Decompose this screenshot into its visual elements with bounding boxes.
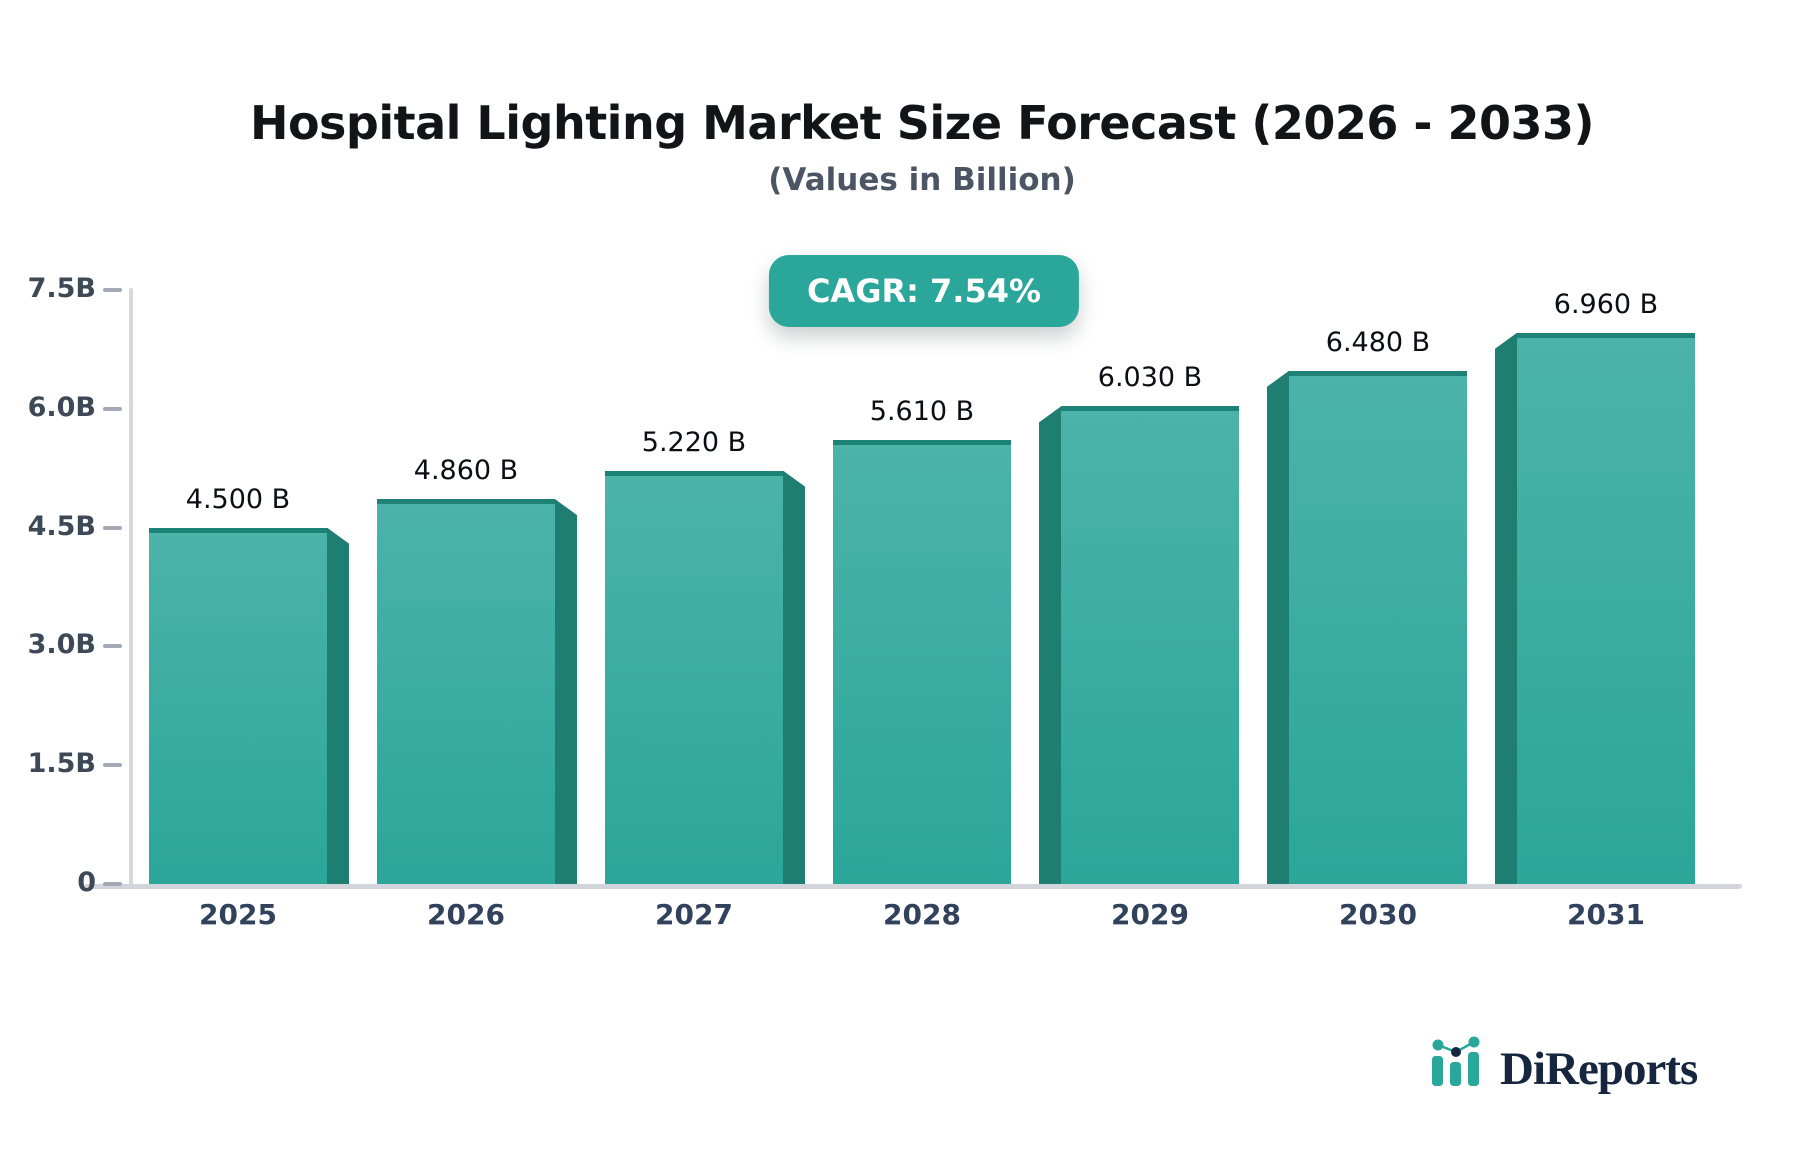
y-axis-tick-label: 3.0B <box>27 629 96 661</box>
bar-value-label: 6.960 B <box>1553 288 1659 320</box>
bar-top-edge <box>149 527 327 533</box>
x-axis-baseline <box>84 884 1742 889</box>
bar-3d-side <box>327 527 349 884</box>
x-axis-label-2031: 2031 <box>1567 898 1645 931</box>
x-axis-label-2028: 2028 <box>883 898 961 931</box>
y-axis-tick <box>103 763 122 768</box>
x-axis-label-2030: 2030 <box>1339 898 1417 931</box>
y-axis-tick-label: 4.5B <box>27 510 96 542</box>
bar-top-edge <box>1517 332 1695 338</box>
bar-value-label: 6.480 B <box>1325 326 1431 358</box>
y-axis-tick-label: 7.5B <box>27 273 96 304</box>
bar-value-label: 6.030 B <box>1097 362 1203 394</box>
mini-bar-line-chart-icon <box>1430 1034 1492 1094</box>
bar-3d-side <box>1267 370 1289 884</box>
x-axis-label-2026: 2026 <box>427 898 505 931</box>
y-axis-tick-label: 6.0B <box>27 391 96 423</box>
y-axis-tick <box>103 525 122 530</box>
chart-title: Hospital Lighting Market Size Forecast (… <box>249 96 1595 150</box>
bar-2029 <box>1061 406 1239 884</box>
bar-2026 <box>377 499 555 884</box>
y-axis-line <box>129 288 133 888</box>
y-axis-tick <box>103 288 122 292</box>
bar-top-edge <box>833 439 1011 445</box>
bar-3d-side <box>1495 332 1517 884</box>
bar-top-edge <box>1061 406 1239 412</box>
y-axis-tick <box>103 406 122 411</box>
y-axis-tick <box>103 644 122 649</box>
y-axis-tick-label: 1.5B <box>27 748 96 780</box>
bar-3d-side <box>783 470 805 884</box>
bar-top-edge <box>377 499 555 505</box>
chart-subtitle: (Values in Billion) <box>768 162 1076 198</box>
x-axis-label-2025: 2025 <box>199 898 277 931</box>
bar-2028 <box>833 439 1011 884</box>
bar-3d-side <box>1039 406 1061 884</box>
direports-logo: DiReports <box>1430 1034 1698 1095</box>
bar-value-label: 4.500 B <box>185 483 291 515</box>
bar-top-edge <box>605 470 783 476</box>
logo-text: DiReports <box>1500 1043 1698 1095</box>
bar-value-label: 5.220 B <box>641 426 747 458</box>
bar-2031 <box>1517 332 1695 884</box>
bar-value-label: 5.610 B <box>869 395 975 427</box>
bar-3d-side <box>555 499 577 884</box>
cagr-badge: CAGR: 7.54% <box>768 255 1080 327</box>
bar-2030 <box>1289 370 1467 884</box>
bar-value-label: 4.860 B <box>413 455 519 487</box>
bar-2025 <box>149 527 327 884</box>
y-axis-tick-label: 0 <box>77 867 96 898</box>
x-axis-label-2027: 2027 <box>655 898 733 931</box>
bar-top-edge <box>1289 370 1467 376</box>
bar-2027 <box>605 470 783 884</box>
y-axis-tick <box>103 882 122 886</box>
x-axis-label-2029: 2029 <box>1111 898 1189 931</box>
